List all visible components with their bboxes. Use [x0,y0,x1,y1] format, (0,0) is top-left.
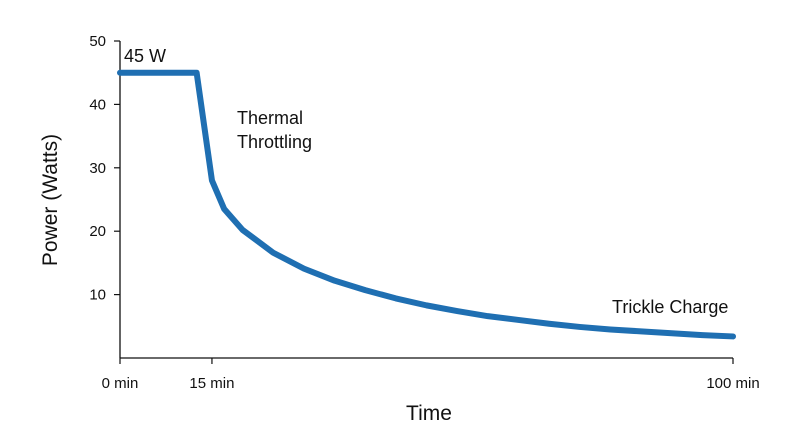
y-tick-label: 50 [89,33,106,50]
x-axis-title: Time [406,402,452,425]
axes [119,41,733,359]
x-tick-label: 0 min [102,375,139,392]
power-series-line [117,69,736,340]
annotation-peak: 45 W [124,46,166,66]
ticks: 10 20 30 40 50 0 min 15 min 100 min [89,33,759,392]
y-tick-label: 10 [89,287,106,304]
annotation-line: Thermal [237,108,303,128]
y-tick-label: 40 [89,96,106,113]
series-layer [117,69,736,340]
annotation-line: 45 W [124,46,166,66]
annotation-trickle: Trickle Charge [612,297,728,317]
y-tick-label: 20 [89,223,106,240]
y-axis-title: Power (Watts) [39,134,62,266]
y-tick-label: 30 [89,160,106,177]
labels-layer: Time Power (Watts) 45 W Thermal Throttling Tr… [39,46,728,425]
x-tick-label: 100 min [706,375,759,392]
annotation-line: Trickle Charge [612,297,728,317]
annotation-line: Throttling [237,132,312,152]
x-tick-label: 15 min [189,375,234,392]
annotation-throttle: Thermal Throttling [237,108,312,152]
